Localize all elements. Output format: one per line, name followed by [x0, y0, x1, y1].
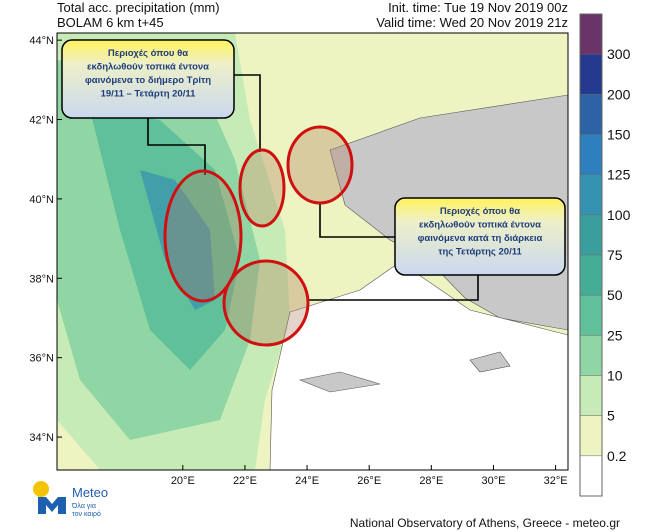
lat-tick-label: 34°N: [29, 432, 54, 444]
lon-tick-label: 22°E: [233, 475, 257, 487]
colorbar: 0.2 5 10 25 50 75 100 125 150 200 300: [579, 13, 631, 497]
region-ellipse: [222, 259, 310, 347]
colorbar-swatch: [580, 174, 602, 215]
colorbar-label: 5: [607, 408, 615, 424]
annotation-line: Περιοχές όπου θα: [440, 206, 520, 217]
colorbar-label: 100: [607, 207, 631, 223]
lon-tick-label: 26°E: [357, 475, 381, 487]
init-time: Init. time: Tue 19 Nov 2019 00z: [388, 0, 568, 15]
leader-lines: [147, 74, 479, 301]
colorbar-label: 200: [607, 86, 631, 102]
lat-tick-label: 44°N: [29, 35, 54, 47]
logo-tagline: τον καιρό: [72, 510, 101, 518]
logo-name: Meteo: [72, 485, 108, 500]
annotation-box: [394, 197, 566, 276]
logo-mark: [38, 497, 66, 514]
annotation-line: 19/11 – Τετάρτη 20/11: [101, 89, 196, 100]
sea-aegean: [269, 261, 568, 470]
highlight-ellipses: [163, 125, 354, 347]
colorbar-swatch: [580, 455, 602, 496]
lon-tick-label: 24°E: [295, 475, 319, 487]
colorbar-swatch: [580, 415, 602, 456]
annotation-line: εκδηλωθούν τοπικά έντονα: [87, 62, 209, 73]
lon-tick-label: 20°E: [171, 475, 195, 487]
annotation-line: φαινόμενα το διήμερο Τρίτη: [85, 75, 211, 86]
lat-tick-label: 38°N: [29, 273, 54, 285]
lat-tick-label: 42°N: [29, 115, 54, 127]
colorbar-label: 150: [607, 127, 631, 143]
region-ellipse: [238, 148, 286, 228]
annotation-box: [61, 39, 235, 119]
region-ellipse: [286, 125, 354, 205]
valid-time: Valid time: Wed 20 Nov 2019 21z: [376, 15, 568, 30]
lon-tick-label: 28°E: [419, 475, 443, 487]
lon-tick-label: 32°E: [544, 475, 568, 487]
leader-line: [319, 202, 395, 238]
annotations: Περιοχές όπου θα εκδηλωθούν τοπικά έντονα…: [85, 48, 543, 258]
colorbar-label: 10: [607, 368, 623, 384]
precip-very-heavy: [140, 170, 215, 310]
graticule: 20°E 22°E 24°E 26°E 28°E 30°E 32°E 34°N 36°N 38°N…: [29, 35, 567, 487]
colorbar-label: 75: [607, 247, 623, 263]
annotation-line: εκδηλωθούν τοπικά έντονα: [419, 220, 541, 231]
lat-tick-label: 40°N: [29, 194, 54, 206]
region-ellipse: [163, 169, 243, 303]
island-cyprus: [469, 351, 511, 373]
colorbar-swatch: [580, 214, 602, 255]
map-frame: [56, 32, 569, 471]
colorbar-swatch: [580, 255, 602, 296]
colorbar-swatch: [580, 134, 602, 175]
logo-tagline: Όλα για: [71, 503, 96, 510]
logo-sun: [33, 481, 49, 497]
annotation-line: Περιοχές όπου θα: [108, 48, 188, 59]
colorbar-swatch: [580, 335, 602, 376]
colorbar-swatch: [580, 295, 602, 336]
lat-tick-label: 36°N: [29, 353, 54, 365]
colorbar-swatch: [580, 94, 602, 135]
colorbar-swatch: [580, 14, 602, 55]
annotation-line: φαινόμενα κατά τη διάρκεια: [418, 233, 543, 244]
footer: National Observatory of Athens, Greece -…: [350, 516, 620, 530]
colorbar-label: 0.2: [607, 448, 627, 464]
logo: Meteo Όλα για τον καιρό: [33, 481, 108, 518]
model: BOLAM 6 km t+45: [57, 15, 164, 30]
colorbar-label: 25: [607, 327, 623, 343]
colorbar-swatch: [580, 54, 602, 95]
colorbar-label: 50: [607, 287, 623, 303]
leader-line: [308, 275, 479, 301]
colorbar-swatch: [580, 375, 602, 416]
colorbar-label: 300: [607, 46, 631, 62]
leader-line: [147, 118, 206, 175]
lon-tick-label: 30°E: [481, 475, 505, 487]
colorbar-label: 125: [607, 167, 631, 183]
title: Total acc. precipitation (mm): [57, 0, 220, 15]
island-crete: [298, 371, 381, 393]
annotation-line: της Τετάρτης 20/11: [438, 247, 522, 258]
leader-line: [234, 74, 261, 152]
